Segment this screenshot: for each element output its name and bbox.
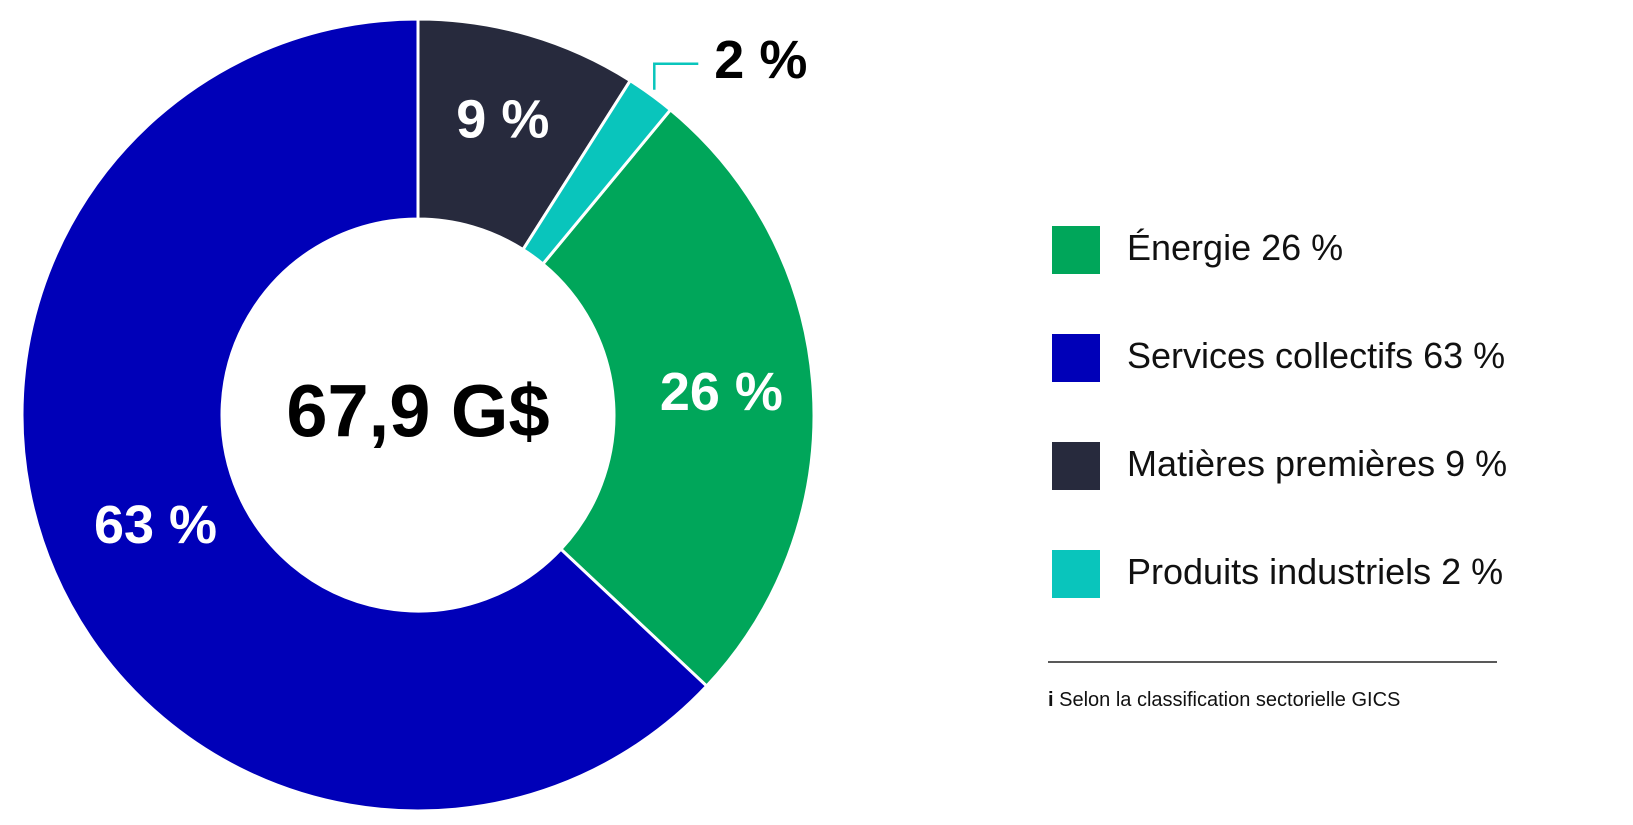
legend-entry: Matières premières 9 % — [1127, 443, 1507, 484]
footnote-text: Selon la classification sectorielle GICS — [1059, 689, 1400, 711]
legend-value: 63 % — [1423, 335, 1505, 376]
legend-label: Services collectifs — [1127, 335, 1413, 376]
legend-label: Énergie — [1127, 227, 1251, 268]
footnote: i Selon la classification sectorielle GI… — [1048, 689, 1400, 711]
slice — [20, 17, 709, 813]
slice — [540, 107, 816, 689]
legend-label: Produits industriels — [1127, 551, 1431, 592]
slice — [520, 78, 673, 267]
legend-swatch — [1052, 334, 1100, 382]
legend-entry: Énergie 26 % — [1127, 227, 1343, 268]
data-label: 26 % — [660, 362, 783, 422]
center-label: 67,9 G$ — [286, 370, 549, 453]
legend-value: 9 % — [1445, 443, 1507, 484]
data-label: 2 % — [714, 30, 807, 90]
data-label: 63 % — [94, 495, 217, 555]
legend-entry: Produits industriels 2 % — [1127, 551, 1503, 592]
data-label: 9 % — [456, 89, 549, 149]
footnote-marker: i — [1048, 689, 1054, 711]
legend-entry: Services collectifs 63 % — [1127, 335, 1505, 376]
leader-line — [653, 62, 699, 90]
legend-value: 26 % — [1261, 227, 1343, 268]
legend-swatch — [1052, 442, 1100, 490]
legend-swatch — [1052, 226, 1100, 274]
legend-label: Matières premières — [1127, 443, 1435, 484]
legend-swatch — [1052, 550, 1100, 598]
legend-value: 2 % — [1441, 551, 1503, 592]
